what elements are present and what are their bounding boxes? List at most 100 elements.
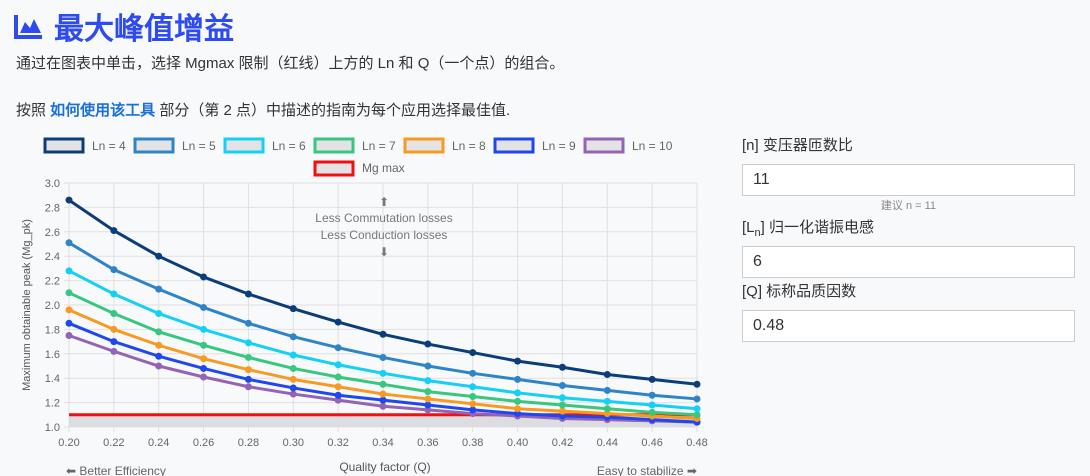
legend-swatch[interactable] (313, 137, 355, 154)
how-to-use-link[interactable]: 如何使用该工具 (50, 102, 156, 119)
data-point[interactable] (603, 397, 611, 405)
data-point[interactable] (155, 352, 163, 360)
data-point[interactable] (603, 371, 611, 379)
legend-swatch[interactable] (223, 137, 265, 154)
data-point[interactable] (424, 401, 432, 409)
data-point[interactable] (469, 369, 477, 377)
data-point[interactable] (514, 397, 522, 405)
data-point[interactable] (514, 410, 522, 418)
data-point[interactable] (334, 383, 342, 391)
data-point[interactable] (379, 396, 387, 404)
legend-label[interactable]: Ln = 8 (452, 139, 486, 153)
data-point[interactable] (693, 395, 701, 403)
data-point[interactable] (648, 375, 656, 383)
legend-label[interactable]: Ln = 7 (362, 139, 396, 153)
data-point[interactable] (693, 405, 701, 413)
data-point[interactable] (244, 319, 252, 327)
data-point[interactable] (424, 377, 432, 385)
data-point[interactable] (379, 369, 387, 377)
data-point[interactable] (289, 375, 297, 383)
data-point[interactable] (469, 349, 477, 357)
data-point[interactable] (244, 353, 252, 361)
ln-input[interactable]: 6 (742, 246, 1075, 278)
data-point[interactable] (65, 239, 73, 247)
data-point[interactable] (603, 386, 611, 394)
data-point[interactable] (289, 333, 297, 341)
data-point[interactable] (334, 391, 342, 399)
data-point[interactable] (514, 389, 522, 397)
data-point[interactable] (334, 318, 342, 326)
data-point[interactable] (379, 353, 387, 361)
legend-label[interactable]: Mg max (362, 161, 405, 175)
data-point[interactable] (334, 396, 342, 404)
data-point[interactable] (648, 401, 656, 409)
legend-swatch[interactable] (43, 137, 85, 154)
data-point[interactable] (155, 328, 163, 336)
data-point[interactable] (558, 407, 566, 415)
data-point[interactable] (155, 341, 163, 349)
data-point[interactable] (334, 361, 342, 369)
data-point[interactable] (155, 285, 163, 293)
data-point[interactable] (110, 266, 118, 274)
data-point[interactable] (289, 305, 297, 313)
data-point[interactable] (65, 289, 73, 297)
data-point[interactable] (514, 405, 522, 413)
data-point[interactable] (558, 394, 566, 402)
data-point[interactable] (603, 410, 611, 418)
data-point[interactable] (244, 366, 252, 374)
data-point[interactable] (289, 351, 297, 359)
data-point[interactable] (200, 355, 208, 363)
q-input[interactable]: 0.48 (742, 310, 1075, 342)
data-point[interactable] (289, 384, 297, 392)
gain-chart[interactable]: 1.0 1.2 1.4 1.6 1.8 2.0 2.2 2.4 2.6 2.8 3.0 0.20 0.2… (0, 130, 720, 476)
data-point[interactable] (379, 402, 387, 410)
data-point[interactable] (244, 375, 252, 383)
data-point[interactable] (514, 357, 522, 365)
data-point[interactable] (558, 382, 566, 390)
data-point[interactable] (200, 325, 208, 333)
legend-swatch[interactable] (583, 137, 625, 154)
data-point[interactable] (110, 227, 118, 235)
data-point[interactable] (469, 400, 477, 408)
data-point[interactable] (200, 364, 208, 372)
data-point[interactable] (289, 390, 297, 398)
data-point[interactable] (200, 373, 208, 381)
data-point[interactable] (200, 303, 208, 311)
data-point[interactable] (558, 363, 566, 371)
data-point[interactable] (110, 290, 118, 298)
data-point[interactable] (200, 273, 208, 281)
data-point[interactable] (65, 332, 73, 339)
data-point[interactable] (110, 325, 118, 333)
data-point[interactable] (155, 252, 163, 260)
data-point[interactable] (379, 380, 387, 388)
n-input[interactable]: 11 (742, 164, 1075, 196)
data-point[interactable] (648, 391, 656, 399)
data-point[interactable] (155, 310, 163, 318)
data-point[interactable] (244, 383, 252, 391)
legend-swatch[interactable] (313, 160, 355, 177)
data-point[interactable] (693, 380, 701, 388)
data-point[interactable] (65, 267, 73, 275)
data-point[interactable] (469, 406, 477, 414)
data-point[interactable] (693, 411, 701, 419)
legend-label[interactable]: Ln = 9 (542, 139, 576, 153)
data-point[interactable] (155, 362, 163, 370)
data-point[interactable] (289, 364, 297, 372)
data-point[interactable] (424, 395, 432, 403)
data-point[interactable] (558, 412, 566, 420)
legend-label[interactable]: Ln = 4 (92, 139, 126, 153)
data-point[interactable] (648, 408, 656, 416)
data-point[interactable] (469, 393, 477, 400)
legend-swatch[interactable] (403, 137, 445, 154)
legend-swatch[interactable] (133, 137, 175, 154)
data-point[interactable] (379, 390, 387, 398)
data-point[interactable] (200, 341, 208, 349)
data-point[interactable] (603, 405, 611, 413)
data-point[interactable] (65, 319, 73, 327)
data-point[interactable] (110, 347, 118, 355)
data-point[interactable] (65, 306, 73, 314)
data-point[interactable] (110, 338, 118, 346)
data-point[interactable] (379, 330, 387, 338)
data-point[interactable] (334, 344, 342, 352)
data-point[interactable] (424, 362, 432, 370)
